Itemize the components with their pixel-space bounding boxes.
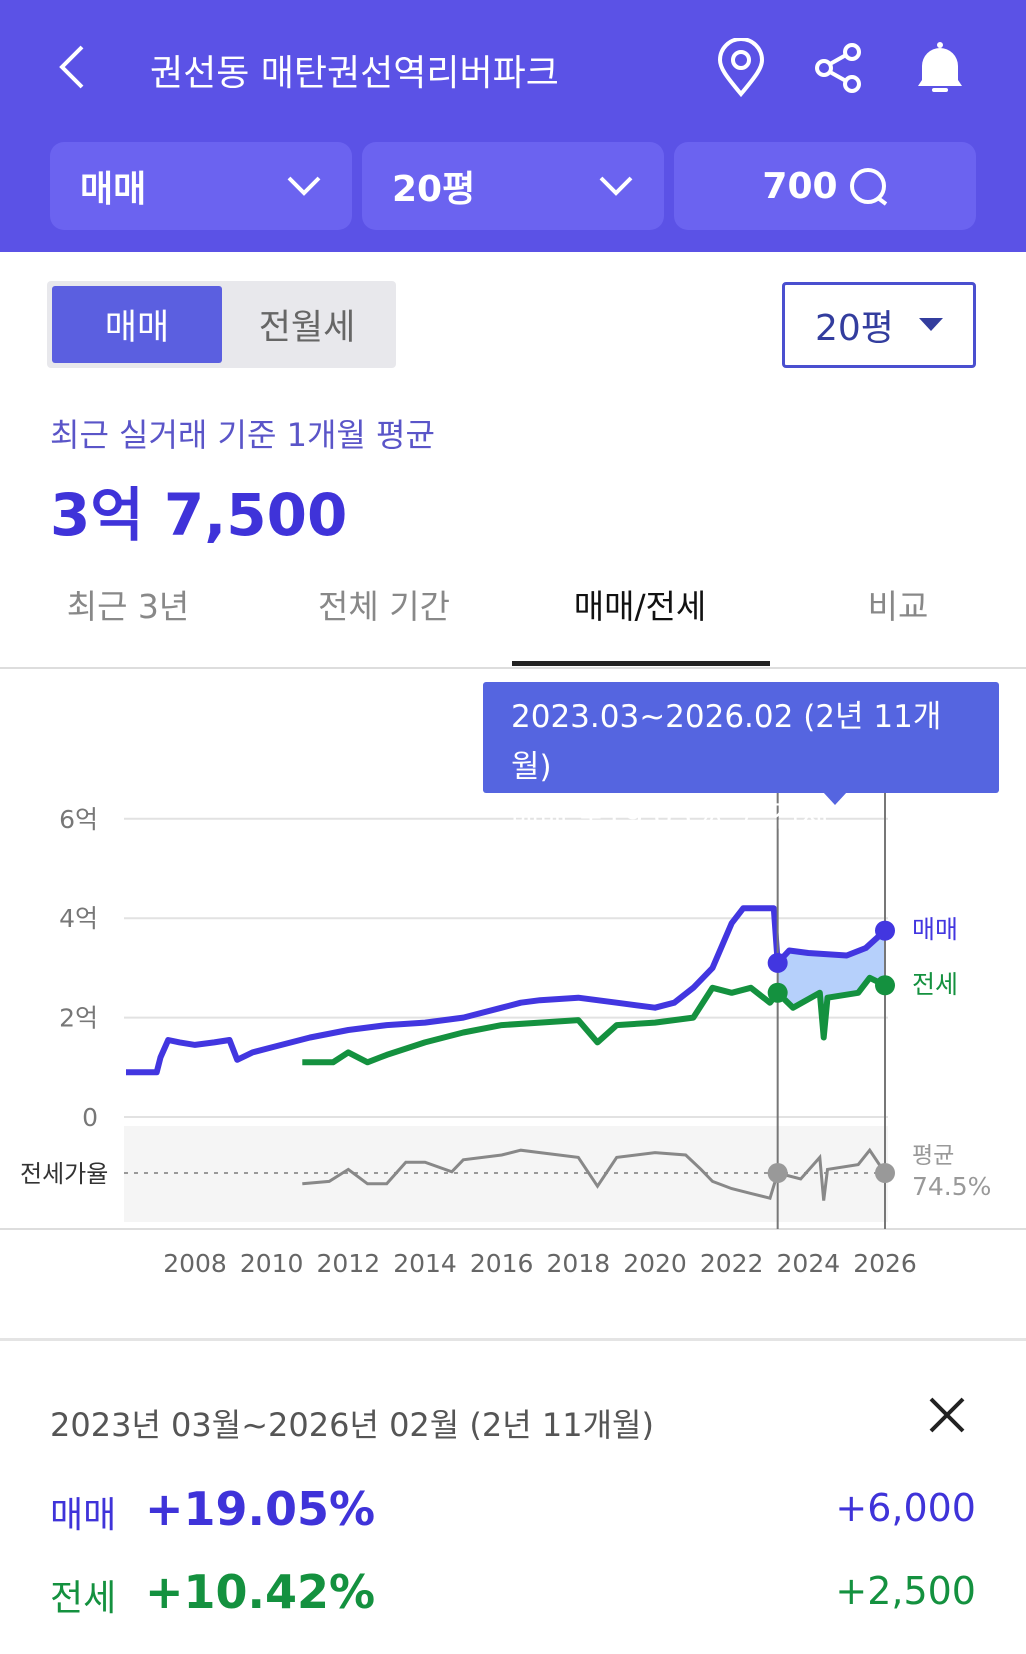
summary-period: 2023년 03월~2026년 02월 (2년 11개월)	[50, 1406, 654, 1444]
trade-type-value: 매매	[80, 169, 147, 210]
series-label-jeonse: 전세	[912, 970, 958, 999]
active-tab-indicator	[512, 661, 770, 666]
bell-icon	[918, 42, 962, 92]
tooltip-change: 매매 +19.05% / 전세 +10.42%	[511, 799, 830, 885]
ratio-avg-label: 평균	[912, 1143, 954, 1169]
size-dropdown-value: 20평	[815, 308, 894, 349]
chevron-down-icon	[599, 176, 633, 196]
x-tick-label: 2008	[163, 1249, 227, 1278]
price-chart: 6억 4억 2억 0 2008 2010 2012 2014 2016 2018 2020 2022 2…	[0, 790, 1026, 1278]
ratio-label: 전세가율	[20, 1160, 108, 1188]
trade-segment: 매매 전월세	[47, 281, 396, 368]
jeonse-point	[767, 982, 788, 1003]
tab-all-period[interactable]: 전체 기간	[318, 587, 450, 626]
segment-rent[interactable]: 전월세	[258, 308, 356, 348]
tab-compare[interactable]: 비교	[867, 587, 929, 626]
summary-row-sale: 매매 +19.05% +6,000	[50, 1482, 976, 1536]
series-label-sale: 매매	[912, 915, 958, 944]
tooltip-period: 2023.03~2026.02 (2년 11개월)	[511, 699, 942, 785]
x-tick-label: 2012	[317, 1249, 381, 1278]
trade-type-select[interactable]: 매매	[50, 142, 352, 230]
summary-row-jeonse: 전세 +10.42% +2,500	[50, 1565, 976, 1619]
back-button[interactable]	[52, 42, 92, 92]
search-button[interactable]: 700	[674, 142, 976, 230]
sale-point	[875, 920, 895, 941]
location-button[interactable]	[716, 37, 766, 102]
caret-down-icon	[919, 318, 943, 331]
chevron-down-icon	[287, 176, 321, 196]
tooltip-arrow	[823, 792, 847, 805]
period-tooltip: 2023.03~2026.02 (2년 11개월) 매매 +19.05% / 전…	[483, 682, 999, 885]
divider	[0, 667, 1026, 669]
x-tick-label: 2010	[240, 1249, 304, 1278]
notification-button[interactable]	[912, 40, 968, 100]
series-line-sale	[126, 905, 888, 1076]
sale-point	[767, 952, 788, 973]
map-pin-icon	[717, 37, 765, 98]
close-icon	[929, 1397, 965, 1433]
size-dropdown[interactable]: 20평	[782, 282, 976, 368]
share-button[interactable]	[812, 42, 864, 98]
series-line-jeonse	[302, 974, 887, 1066]
search-label: 700	[762, 165, 838, 207]
tab-recent-3y[interactable]: 최근 3년	[66, 587, 190, 626]
ratio-point	[875, 1163, 895, 1183]
y-tick-label: 4억	[59, 904, 98, 933]
chevron-left-icon	[59, 45, 84, 89]
selection-fill	[777, 930, 885, 1038]
x-tick-label: 2024	[777, 1249, 841, 1278]
header: 권선동 매탄권선역리버파크 매매 20평 700	[0, 0, 1026, 252]
close-summary-button[interactable]	[928, 1396, 966, 1438]
x-tick-label: 2020	[623, 1249, 687, 1278]
y-tick-label: 6억	[59, 805, 98, 834]
page-title: 권선동 매탄권선역리버파크	[150, 53, 559, 94]
x-tick-label: 2016	[470, 1249, 534, 1278]
x-tick-label: 2022	[700, 1249, 764, 1278]
x-tick-label: 2018	[547, 1249, 611, 1278]
share-icon	[815, 43, 861, 93]
ratio-avg-value: 74.5%	[912, 1172, 991, 1201]
x-tick-label: 2014	[393, 1249, 457, 1278]
y-tick-label: 0	[82, 1103, 98, 1132]
x-tick-label: 2026	[853, 1249, 917, 1278]
ratio-point	[767, 1163, 788, 1183]
ratio-line	[302, 1147, 887, 1201]
size-select[interactable]: 20평	[362, 142, 664, 230]
price-value: 3억 7,500	[50, 481, 348, 549]
segment-sale[interactable]: 매매	[52, 286, 222, 363]
y-tick-label: 2억	[59, 1004, 98, 1033]
summary-divider	[0, 1338, 1026, 1341]
jeonse-point	[875, 975, 895, 996]
search-chat-icon	[849, 168, 887, 206]
size-value: 20평	[392, 169, 476, 210]
tab-sale-jeonse[interactable]: 매매/전세	[573, 587, 707, 626]
price-caption: 최근 실거래 기준 1개월 평균	[50, 416, 435, 454]
